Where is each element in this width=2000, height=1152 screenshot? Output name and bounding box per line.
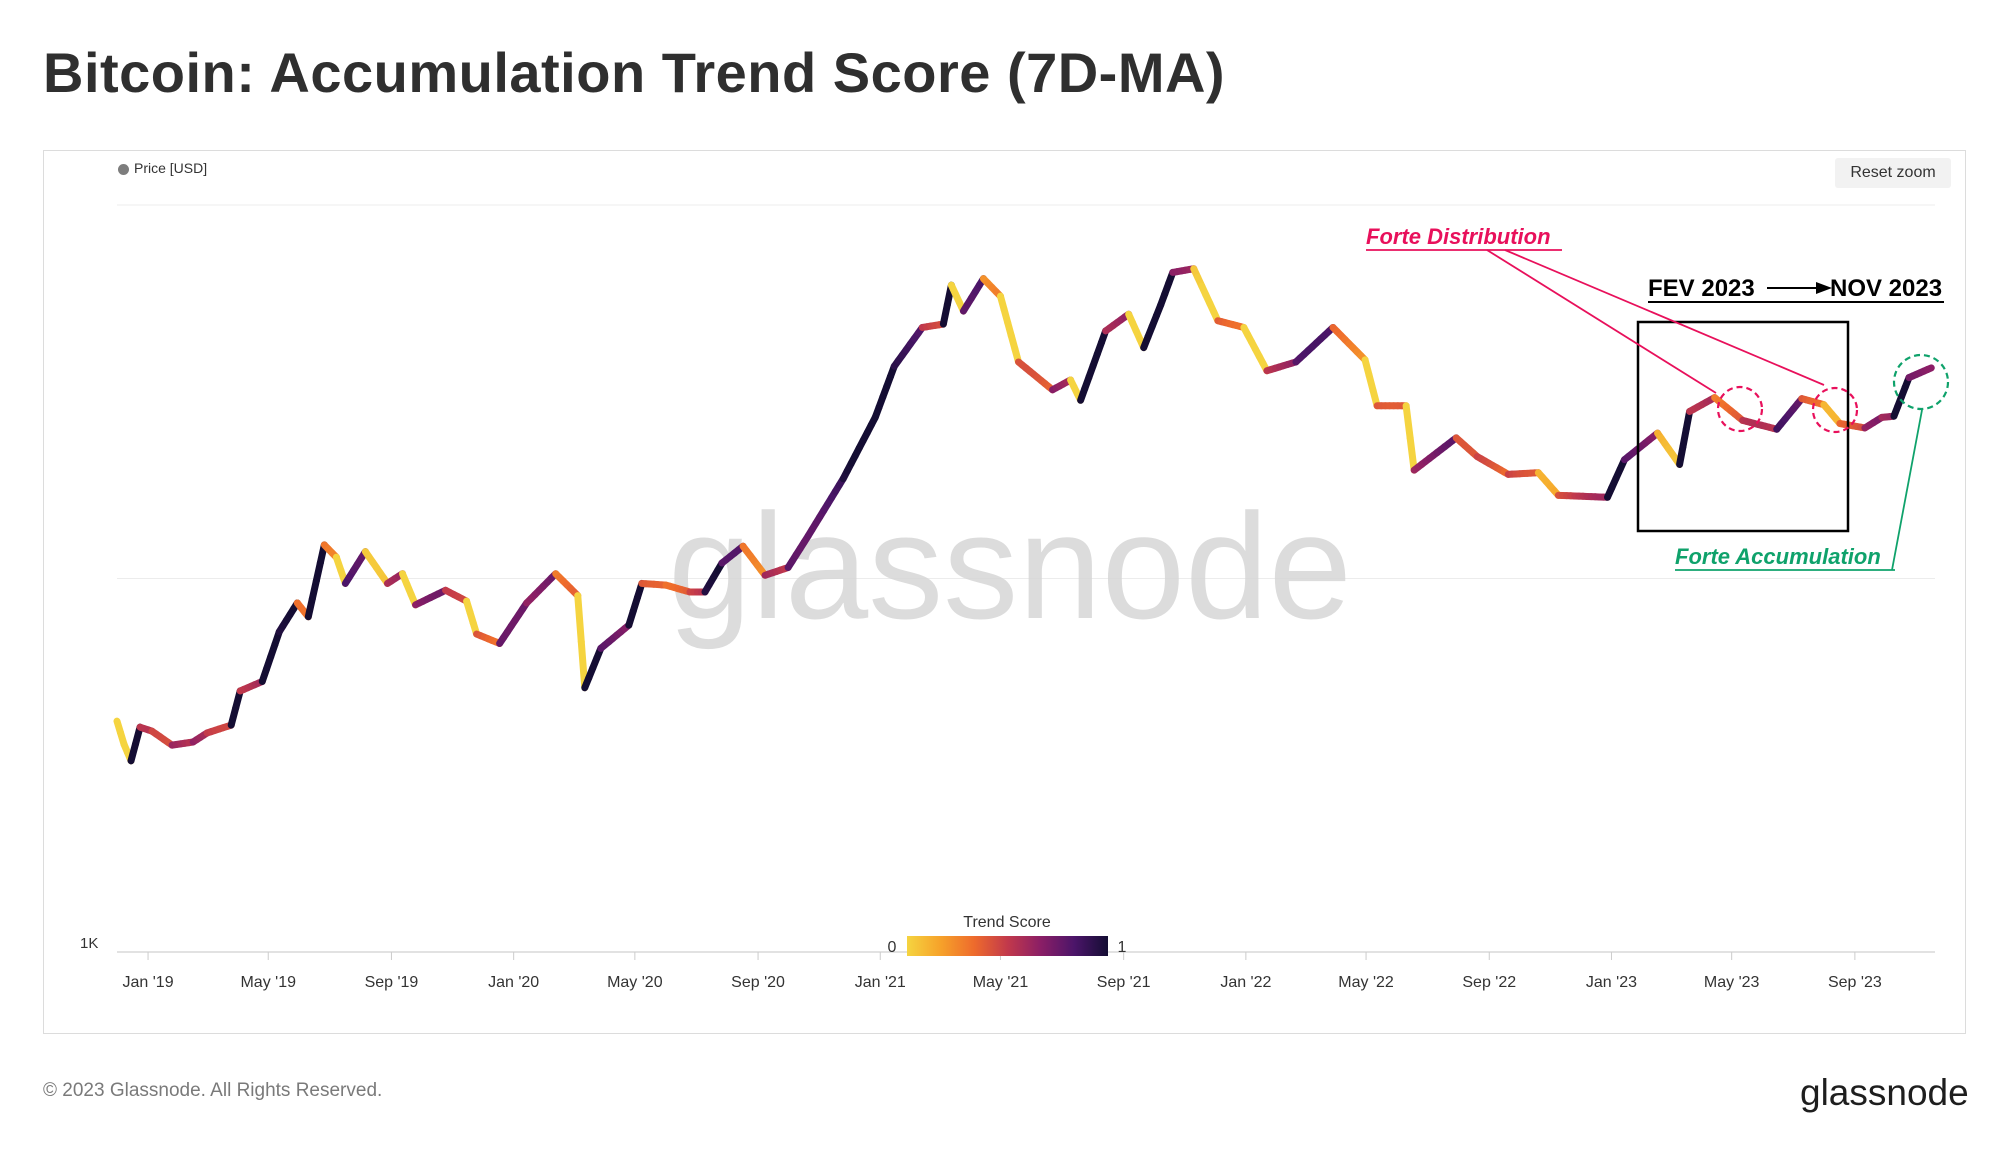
glassnode-logo[interactable]: glassnode: [1800, 1072, 1969, 1113]
x-tick-label: Jan '20: [488, 974, 539, 991]
x-tick-label: May '22: [1338, 974, 1394, 991]
distribution-label: Forte Distribution: [1366, 224, 1551, 249]
x-tick-label: Sep '19: [365, 974, 419, 991]
colorbar-max-label: 1: [1118, 939, 1127, 956]
chart-panel[interactable]: [43, 150, 1966, 1034]
x-tick-label: Sep '20: [731, 974, 785, 991]
price-series: [113, 265, 1935, 765]
x-tick-label: Sep '22: [1462, 974, 1516, 991]
x-tick-label: Jan '21: [855, 974, 906, 991]
accumulation-circle: [1892, 353, 1950, 411]
distribution-circle-1: [1716, 385, 1764, 433]
x-tick-label: Jan '19: [123, 974, 174, 991]
x-tick-label: Sep '23: [1828, 974, 1882, 991]
period-end-label: NOV 2023: [1830, 275, 1942, 302]
x-tick-label: May '23: [1704, 974, 1760, 991]
accumulation-pointer: [1891, 409, 1923, 571]
price-legend-label[interactable]: Price [USD]: [134, 160, 208, 176]
price-segment: [1402, 402, 1414, 442]
price-segment: [1406, 434, 1418, 474]
colorbar-min-label: 0: [888, 939, 897, 956]
accumulation-label: Forte Accumulation: [1675, 544, 1881, 569]
distribution-pointer-1: [1486, 249, 1717, 394]
footer-copyright: © 2023 Glassnode. All Rights Reserved.: [43, 1080, 383, 1101]
period-arrow-head: [1816, 282, 1832, 294]
watermark: glassnode: [668, 482, 1352, 650]
x-tick-label: Jan '23: [1586, 974, 1637, 991]
colorbar-gradient: [907, 936, 1108, 956]
x-tick-label: May '19: [240, 974, 296, 991]
period-highlight-box: [1636, 320, 1850, 533]
x-axis: Jan '19 May '19 Sep '19 Jan '20 May '20 Sep '…: [123, 952, 1882, 991]
annotations: FEV 2023 NOV 2023 Forte Distribution For…: [1366, 224, 1950, 571]
x-tick-label: May '20: [607, 974, 663, 991]
price-segment: [1924, 364, 1935, 374]
distribution-pointer-2: [1504, 249, 1825, 386]
trend-score-colorbar: Trend Score 0 1: [888, 914, 1127, 956]
x-tick-label: Jan '22: [1220, 974, 1271, 991]
period-start-label: FEV 2023: [1648, 275, 1755, 302]
price-legend-marker[interactable]: [118, 164, 129, 175]
reset-zoom-button[interactable]: Reset zoom: [1835, 158, 1951, 188]
y-tick-label-1k: 1K: [80, 935, 98, 952]
distribution-circle-2: [1811, 386, 1859, 434]
x-tick-label: Sep '21: [1097, 974, 1151, 991]
price-segment: [574, 592, 585, 646]
colorbar-title: Trend Score: [963, 914, 1051, 931]
x-tick-label: May '21: [973, 974, 1029, 991]
page-title: Bitcoin: Accumulation Trend Score (7D-MA…: [43, 41, 1226, 104]
